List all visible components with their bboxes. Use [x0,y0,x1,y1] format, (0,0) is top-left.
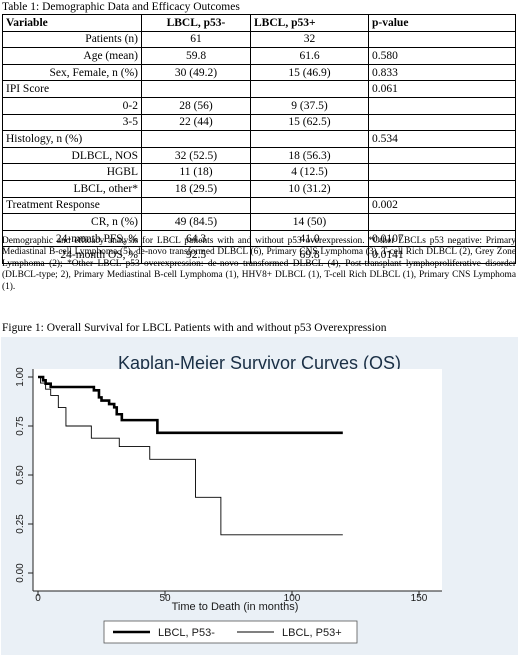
table-row: Patients (n) 61 32 [2,30,516,49]
cell-p-value: 0.534 [368,130,516,148]
cell-p53-negative: 59.8 [141,47,251,65]
survival-curves [38,375,343,536]
cell-p53-positive [250,196,369,215]
cell-variable: 0-2 [2,96,142,115]
table-body: Patients (n) 61 32 Age (mean) 59.8 61.6 0.580 S… [2,30,516,264]
cell-variable: LBCL, other* [2,179,142,198]
cell-variable: CR, n (%) [2,213,142,231]
table-row: 24-month OS, % 92.5 69.8 0.0141 [2,246,516,264]
cell-p53-negative [141,80,251,98]
cell-p53-negative: 92.5 [141,246,251,264]
legend-label: LBCL, P53- [158,627,215,639]
cell-p53-positive: 10 (31.2) [250,179,369,198]
table-row: Sex, Female, n (%) 30 (49.2) 15 (46.9) 0.83… [2,63,516,82]
cell-p53-positive: 4 (12.5) [250,163,369,181]
cell-p53-positive: 9 (37.5) [250,96,369,115]
cell-p-value [368,30,516,49]
cell-p-value [368,179,516,198]
cell-p53-positive [250,80,369,98]
table-footnote: Demographic and efficacy analysis for LB… [2,236,516,292]
cell-p53-negative: 61 [141,30,251,49]
legend-box [103,620,358,644]
cell-p-value: 0.580 [368,47,516,65]
table-row: Treatment Response 0.002 [2,196,516,215]
y-tick-label: 0.00 [15,563,26,583]
cell-p53-negative: 22 (44) [141,113,251,132]
table-row: 3-5 22 (44) 15 (62.5) [2,113,516,132]
cell-variable: 3-5 [2,113,142,132]
cell-p53-positive: 18 (56.3) [250,146,369,165]
cell-p53-positive: 14 (50) [250,213,369,231]
cell-p53-negative [141,196,251,215]
cell-p-value: 0.0141 [368,246,516,264]
header-p-value: p-value [368,14,516,32]
legend-label: LBCL, P53+ [282,627,342,639]
x-tick-label: 0 [35,593,41,604]
cell-p53-positive: 69.8 [250,246,369,264]
header-p53-positive: LBCL, p53+ [250,14,369,32]
cell-p53-positive: 32 [250,30,369,49]
cell-p53-positive [250,130,369,148]
cell-p53-negative: 32 (52.5) [141,146,251,165]
demographic-table: Variable LBCL, p53- LBCL, p53+ p-value P… [2,14,516,264]
cell-p53-negative: 18 (29.5) [141,179,251,198]
cell-variable: Treatment Response [2,196,142,215]
table-row: HGBL 11 (18) 4 (12.5) [2,163,516,181]
cell-variable: Patients (n) [2,30,142,49]
cell-p53-positive: 61.6 [250,47,369,65]
x-tick-label: 100 [284,593,301,604]
plot-area [33,369,442,591]
figure-caption: Figure 1: Overall Survival for LBCL Pati… [2,322,387,334]
chart-axes: 0 50 100 150 0.00 0.25 0.50 0.75 1.00 [15,367,442,604]
table-row: DLBCL, NOS 32 (52.5) 18 (56.3) [2,146,516,165]
cell-p-value [368,96,516,115]
table-row: LBCL, other* 18 (29.5) 10 (31.2) [2,179,516,198]
cell-variable: IPI Score [2,80,142,98]
table-row: 0-2 28 (56) 9 (37.5) [2,96,516,115]
table-row: Histology, n (%) 0.534 [2,130,516,148]
cell-p-value [368,146,516,165]
cell-p53-negative: 30 (49.2) [141,63,251,82]
cell-variable: DLBCL, NOS [2,146,142,165]
x-tick-label: 50 [159,593,171,604]
y-tick-label: 0.25 [15,514,26,534]
cell-p-value [368,163,516,181]
cell-p-value [368,213,516,231]
cell-p53-negative [141,130,251,148]
y-tick-label: 1.00 [15,367,26,387]
cell-p53-negative: 28 (56) [141,96,251,115]
table-row: CR, n (%) 49 (84.5) 14 (50) [2,213,516,231]
header-p53-negative: LBCL, p53- [141,14,251,32]
km-chart-panel: Kaplan-Meier Survivor Curves (OS) 0 50 100… [1,337,518,655]
cell-p53-positive: 15 (62.5) [250,113,369,132]
cell-variable: 24-month OS, % [2,246,142,264]
km-chart: 0 50 100 150 0.00 0.25 0.50 0.75 1.00 Time to De… [15,367,442,644]
chart-title: Kaplan-Meier Survivor Curves (OS) [117,353,402,373]
table-row: IPI Score 0.061 [2,80,516,98]
cell-variable: Histology, n (%) [2,130,142,148]
cell-p53-negative: 11 (18) [141,163,251,181]
y-tick-label: 0.50 [15,465,26,485]
chart-legend: LBCL, P53- LBCL, P53+ [103,620,358,644]
cell-variable: HGBL [2,163,142,181]
cell-p53-positive: 15 (46.9) [250,63,369,82]
cell-variable: Age (mean) [2,47,142,65]
cell-p-value: 0.002 [368,196,516,215]
table-row: Age (mean) 59.8 61.6 0.580 [2,47,516,65]
table-header-row: Variable LBCL, p53- LBCL, p53+ p-value [2,14,516,32]
x-axis-label: Time to Death (in months) [172,601,299,613]
cell-p-value [368,113,516,132]
x-tick-label: 150 [411,593,428,604]
cell-variable: Sex, Female, n (%) [2,63,142,82]
y-tick-label: 0.75 [15,416,26,436]
table-caption: Table 1: Demographic Data and Efficacy O… [2,1,240,13]
cell-p-value: 0.061 [368,80,516,98]
survival-curve-series-2 [38,376,343,536]
cell-p53-negative: 49 (84.5) [141,213,251,231]
header-variable: Variable [2,14,142,32]
cell-p-value: 0.833 [368,63,516,82]
